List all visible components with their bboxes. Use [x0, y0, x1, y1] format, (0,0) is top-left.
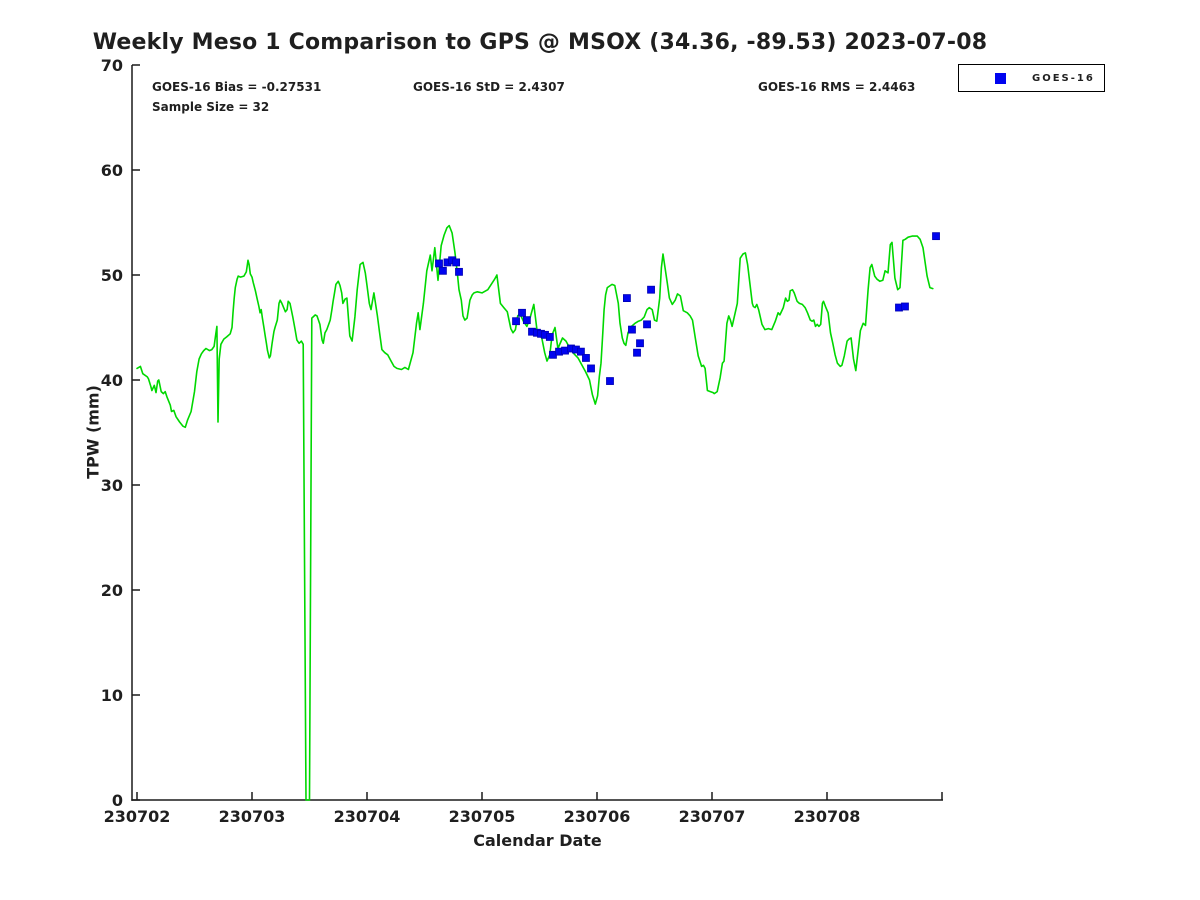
goes16-marker — [628, 325, 636, 334]
x-tick-label: 230708 — [794, 807, 861, 826]
stat-sample-size: Sample Size = 32 — [152, 100, 270, 114]
x-tick-label: 230704 — [334, 807, 401, 826]
goes16-marker — [932, 232, 940, 241]
y-tick-label: 20 — [101, 581, 123, 600]
goes16-marker — [545, 333, 554, 341]
goes16-marker — [633, 348, 641, 357]
y-tick-label: 0 — [112, 791, 123, 810]
goes16-marker — [452, 258, 461, 267]
y-tick-label: 30 — [101, 476, 123, 495]
goes16-marker — [577, 347, 585, 356]
x-tick-label: 230705 — [449, 807, 516, 826]
stat-bias: GOES-16 Bias = -0.27531 — [152, 80, 322, 94]
legend-label: GOES-16 — [1032, 72, 1095, 84]
x-tick-label: 230703 — [219, 807, 286, 826]
goes16-marker — [647, 285, 655, 294]
goes16-marker — [901, 302, 909, 311]
goes16-marker — [522, 316, 531, 325]
goes16-marker — [623, 294, 631, 303]
goes16-marker — [606, 377, 614, 385]
stat-std: GOES-16 StD = 2.4307 — [413, 80, 565, 94]
y-tick-label: 60 — [101, 161, 123, 180]
legend-marker-icon — [995, 72, 1006, 84]
gps-line-series — [136, 224, 934, 801]
x-tick-label: 230702 — [104, 807, 171, 826]
goes16-marker — [435, 259, 443, 268]
legend-box[interactable]: GOES-16 — [958, 64, 1105, 92]
chart-title: Weekly Meso 1 Comparison to GPS @ MSOX (… — [92, 30, 988, 55]
goes16-marker — [455, 267, 463, 276]
y-tick-label: 50 — [101, 266, 123, 285]
goes16-marker — [582, 354, 590, 362]
x-axis-label: Calendar Date — [473, 831, 602, 850]
goes16-marker — [587, 364, 595, 373]
x-tick-label: 230706 — [564, 807, 631, 826]
stat-rms: GOES-16 RMS = 2.4463 — [758, 80, 916, 94]
y-tick-label: 10 — [101, 686, 123, 705]
goes16-marker — [518, 308, 526, 317]
x-tick-label: 230707 — [679, 807, 746, 826]
goes16-marker — [512, 317, 520, 326]
y-tick-label: 40 — [101, 371, 123, 390]
goes16-marker — [636, 339, 644, 348]
goes16-marker — [643, 320, 651, 329]
y-tick-label: 70 — [101, 56, 123, 75]
goes16-marker — [438, 266, 447, 275]
